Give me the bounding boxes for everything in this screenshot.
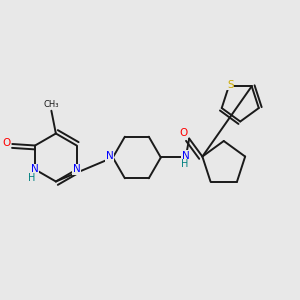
Text: H: H (181, 159, 188, 169)
Text: N: N (182, 151, 189, 161)
Text: N: N (106, 151, 114, 161)
Text: N: N (31, 164, 39, 175)
Text: N: N (73, 164, 80, 175)
Text: S: S (227, 80, 234, 90)
Text: H: H (28, 173, 36, 183)
Text: O: O (2, 138, 10, 148)
Text: O: O (180, 128, 188, 138)
Text: CH₃: CH₃ (43, 100, 58, 109)
